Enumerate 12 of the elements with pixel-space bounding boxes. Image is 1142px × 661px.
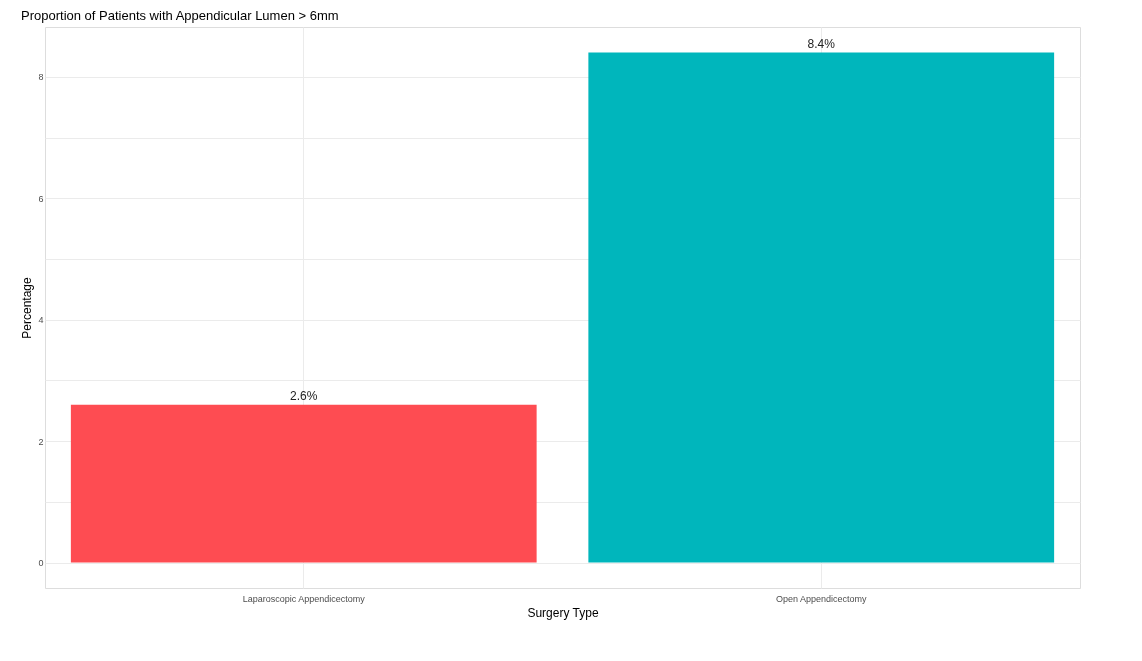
y-tick-label: 4 xyxy=(38,315,44,326)
y-tick-label: 6 xyxy=(38,193,44,204)
x-tick-label: Open Appendicectomy xyxy=(775,593,868,604)
y-tick-label: 0 xyxy=(38,558,44,568)
data-label: 8.4% xyxy=(807,36,836,51)
y-axis-title: Percentage xyxy=(20,276,35,339)
x-tick-label: Laparoscopic Appendicectomy xyxy=(242,593,366,604)
x-axis-title: Surgery Type xyxy=(527,605,599,620)
data-label: 2.6% xyxy=(290,388,318,403)
chart-title: Proportion of Patients with Appendicular Lumen > 6mm xyxy=(20,8,339,23)
y-tick-label: 8 xyxy=(38,72,44,83)
y-tick-label: 2 xyxy=(38,436,44,447)
